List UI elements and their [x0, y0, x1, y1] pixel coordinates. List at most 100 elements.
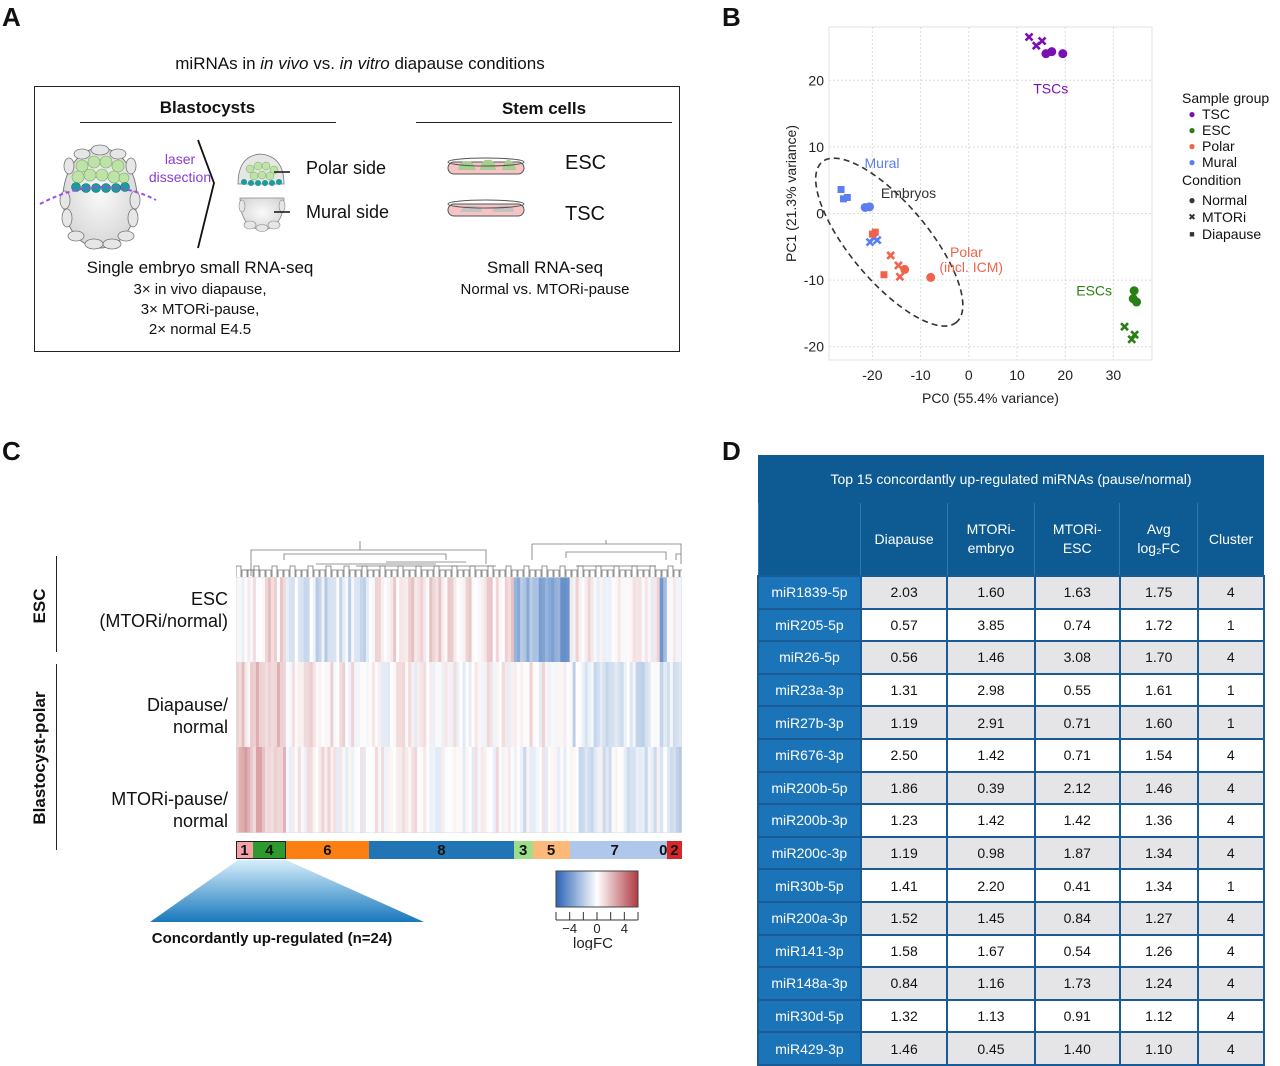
- cluster-segment-7: 7: [569, 841, 660, 859]
- heatmap-cell: [336, 747, 340, 833]
- value-cell: 4: [1196, 933, 1266, 969]
- heatmap-cell: [560, 747, 564, 833]
- heatmap-cell: [438, 577, 442, 662]
- heatmap-cell: [495, 747, 500, 833]
- heatmap-cell: [623, 577, 628, 662]
- heatmap-cell: [258, 577, 263, 662]
- value-cell: 0.74: [1033, 607, 1121, 643]
- heatmap-cell: [501, 577, 506, 662]
- legend-item-esc: ● ESC: [1182, 122, 1269, 138]
- value-cell: 4: [1196, 640, 1266, 675]
- mirna-name-cell: miR200a-3p: [757, 900, 862, 936]
- esc-label: ESC: [565, 152, 607, 174]
- heatmap-cell: [236, 577, 240, 662]
- mirna-name-cell: miR23a-3p: [757, 672, 862, 708]
- heatmap-cell: [414, 577, 418, 662]
- heatmap-cell: [626, 577, 631, 662]
- heatmap-cell: [333, 747, 337, 833]
- heatmap-cell: [569, 577, 574, 662]
- heatmap-cell: [261, 577, 266, 662]
- panel-a-letter: A: [2, 2, 21, 32]
- heatmap-cell: [507, 662, 512, 747]
- value-cell: 1.73: [1033, 966, 1121, 1001]
- value-cell: 1.45: [946, 900, 1036, 936]
- heatmap-cell: [365, 747, 370, 833]
- heatmap-cell: [495, 662, 500, 747]
- table-row: miR27b-3p 1.19 2.91 0.71 1.60 1: [757, 705, 1266, 740]
- heatmap-cell: [544, 747, 549, 833]
- value-cell: 1.72: [1118, 607, 1199, 643]
- column-header: MTORi-embryo: [946, 503, 1035, 576]
- heatmap-cell: [238, 577, 243, 662]
- heatmap-cell: [300, 747, 305, 833]
- column-header: Cluster: [1197, 503, 1264, 576]
- detail-line: 3× in vivo diapause,: [133, 281, 267, 298]
- heatmap-cell: [368, 747, 373, 833]
- plot-annotation: Embryos: [881, 185, 936, 201]
- heatmap-cell: [303, 577, 308, 662]
- stem-cells-rule: [416, 122, 672, 123]
- laser-dissection-label: laser dissection: [140, 150, 220, 186]
- concordant-caption: Concordantly up-regulated (n=24): [151, 930, 393, 947]
- heatmap-cell: [462, 747, 466, 833]
- heatmap-cell: [584, 662, 589, 747]
- heatmap-cell: [532, 662, 537, 747]
- heatmap-cell: [581, 747, 586, 833]
- heatmap-cell: [309, 577, 314, 662]
- heatmap-cell: [501, 747, 506, 833]
- row-label-line: ESC: [190, 589, 228, 609]
- heatmap-cell: [641, 747, 646, 833]
- heatmap-cell: [675, 747, 680, 833]
- value-cell: 2.20: [946, 868, 1036, 903]
- value-cell: 1.41: [859, 868, 949, 903]
- heatmap-cell: [432, 662, 436, 747]
- heatmap-cell: [270, 747, 275, 833]
- heatmap-cell: [590, 747, 595, 833]
- value-cell: 0.84: [859, 966, 949, 1001]
- value-cell: 1.27: [1118, 900, 1199, 936]
- heatmap-cell: [255, 577, 260, 662]
- heatmap-cell: [456, 747, 460, 833]
- heatmap-cell: [318, 662, 322, 747]
- value-cell: 2.50: [859, 737, 949, 773]
- concordant-highlight-wedge: [150, 860, 424, 922]
- x-tick-label: -10: [910, 367, 930, 383]
- heatmap-cell: [276, 662, 281, 747]
- mural-side-label: Mural side: [306, 202, 390, 222]
- heatmap-cell: [474, 662, 479, 747]
- heatmap-cell: [405, 662, 409, 747]
- heatmap-cell: [635, 577, 640, 662]
- heatmap-cell: [551, 662, 555, 747]
- legend-item-diapause: ■ Diapause: [1182, 226, 1269, 242]
- row-label-line: normal: [172, 811, 228, 831]
- heatmap-cell: [345, 662, 349, 747]
- heatmap-cell: [393, 577, 397, 662]
- heatmap-cell: [276, 577, 281, 662]
- heatmap-cell: [483, 662, 488, 747]
- heatmap-cell: [339, 577, 343, 662]
- heatmap-cell: [566, 747, 570, 833]
- mirna-name-cell: miR30b-5p: [757, 868, 862, 903]
- heatmap-cell: [471, 747, 475, 833]
- heatmap-cell: [535, 577, 540, 662]
- heatmap-cell: [250, 662, 254, 747]
- heatmap-cell: [333, 662, 337, 747]
- heatmap-cell: [321, 577, 325, 662]
- heatmap-cell: [498, 662, 503, 747]
- legend-item-mural: ● Mural: [1182, 154, 1269, 170]
- heatmap-cell: [602, 577, 607, 662]
- point-mural-diapause: [837, 186, 845, 194]
- value-cell: 1.61: [1118, 672, 1199, 708]
- heatmap-cell: [510, 662, 515, 747]
- heatmap-cell: [510, 747, 515, 833]
- value-cell: 1.87: [1033, 835, 1121, 871]
- heatmap-cell: [417, 747, 421, 833]
- heatmap-cell: [551, 577, 555, 662]
- column-header: Diapause: [860, 503, 948, 576]
- heatmap-cell: [623, 662, 628, 747]
- table-row: miR23a-3p 1.31 2.98 0.55 1.61 1: [757, 672, 1266, 708]
- table-row: miR148a-3p 0.84 1.16 1.73 1.24 4: [757, 966, 1266, 1001]
- heatmap-cell: [483, 577, 488, 662]
- legend-label: TSC: [1202, 106, 1230, 122]
- heatmap-cell: [377, 747, 382, 833]
